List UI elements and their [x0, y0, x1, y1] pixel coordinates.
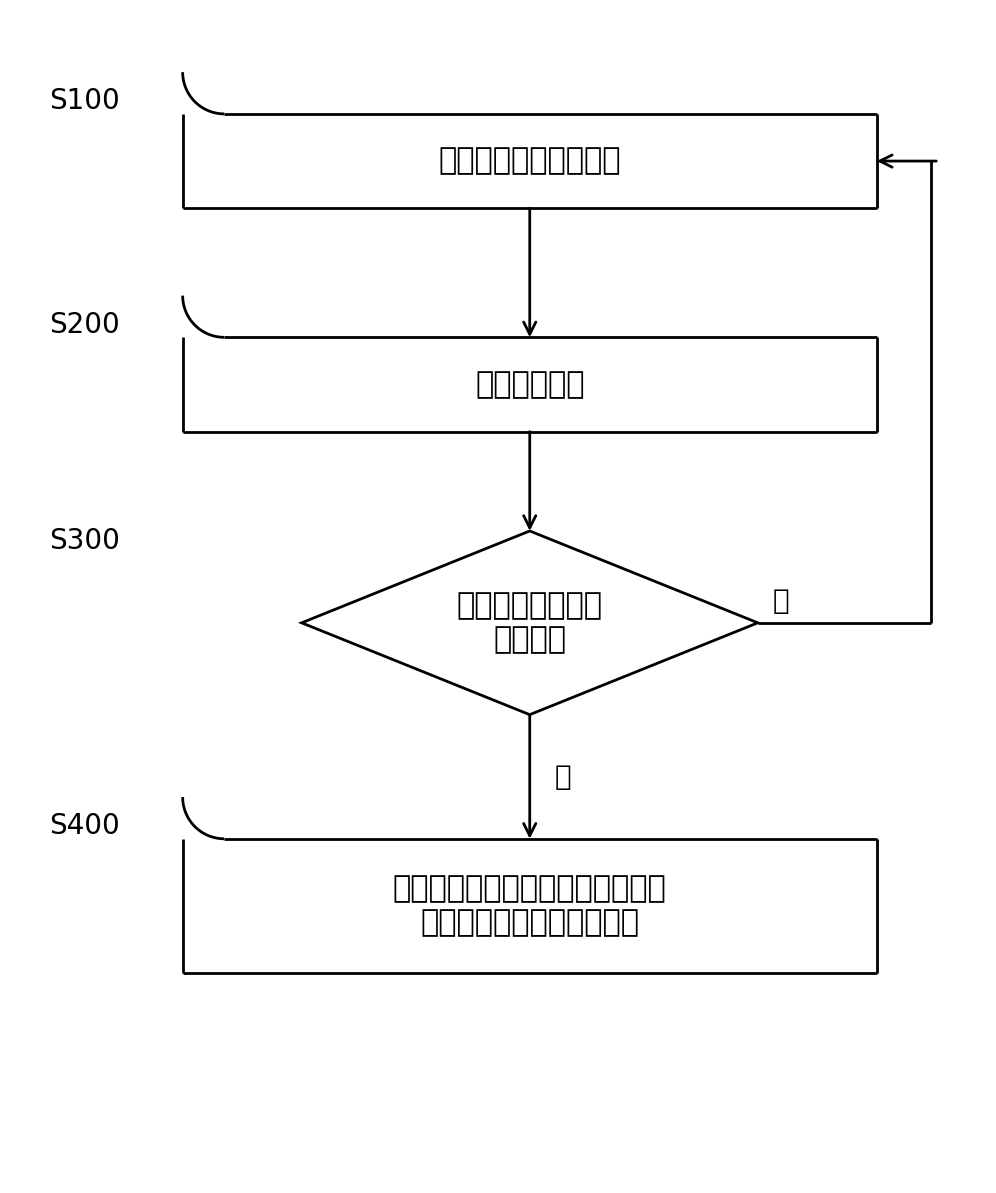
Bar	[182, 338, 876, 432]
Text: 总耗电量是否大于
剩余电量: 总耗电量是否大于 剩余电量	[457, 592, 603, 654]
Text: S200: S200	[49, 311, 120, 339]
Polygon shape	[302, 531, 758, 715]
Text: 否: 否	[773, 587, 789, 614]
Text: S300: S300	[49, 527, 120, 555]
Text: S400: S400	[49, 812, 120, 840]
Text: 是: 是	[555, 762, 571, 791]
Text: S100: S100	[49, 87, 120, 116]
Text: 计算总耗电量: 计算总耗电量	[475, 370, 585, 398]
Bar	[182, 839, 876, 972]
Bar	[182, 113, 876, 209]
Text: 将当前飞行任务更改为先充电，然
后再执行未完成的飞行任务: 将当前飞行任务更改为先充电，然 后再执行未完成的飞行任务	[392, 874, 666, 938]
Text: 获取无人机的剩余电量: 获取无人机的剩余电量	[438, 147, 621, 175]
